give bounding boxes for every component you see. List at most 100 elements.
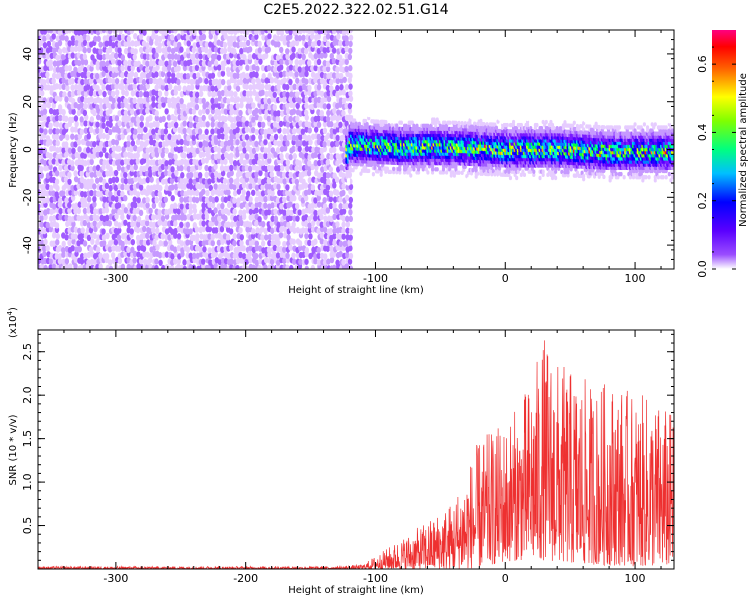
spectrogram-cell xyxy=(145,176,151,184)
spectrogram-cell xyxy=(174,169,179,177)
spectrogram-cell xyxy=(201,30,206,34)
spectrogram-cell xyxy=(99,79,104,86)
spectrogram-cell xyxy=(210,97,215,105)
spectrogram-cell xyxy=(120,263,126,269)
spectrogram-cell xyxy=(129,77,134,84)
spectrogram-cell xyxy=(216,239,222,246)
spectrogram-cell xyxy=(61,246,66,254)
spectrogram-cell xyxy=(83,160,88,167)
spectrogram-cell xyxy=(185,221,191,228)
spectrogram-cell xyxy=(98,48,103,55)
spectrogram-cell xyxy=(257,78,262,86)
spectrogram-cell xyxy=(154,213,160,221)
spectrogram-cell xyxy=(348,202,353,209)
spectrogram-cell xyxy=(185,246,191,253)
spectrogram-cell xyxy=(242,35,248,42)
spectrogram-cell xyxy=(157,252,163,259)
spectrogram-cell xyxy=(142,30,147,36)
spectrogram-cell xyxy=(276,41,281,48)
spectrogram-cell xyxy=(118,30,123,35)
spectrogram-cell xyxy=(173,121,179,129)
spectrogram-cell xyxy=(182,152,187,159)
spectrogram-cell xyxy=(163,96,169,104)
spectrogram-cell xyxy=(129,189,134,196)
spectrogram-cell xyxy=(144,66,150,73)
spectrogram-cell xyxy=(371,172,375,177)
spectrogram-cell xyxy=(497,116,502,121)
spectrogram-cell xyxy=(254,259,259,266)
spectrogram-cell xyxy=(245,72,250,80)
spectrogram-cell xyxy=(279,134,284,141)
spectrogram-cell xyxy=(217,109,222,117)
spectrogram-cell xyxy=(303,48,309,55)
spectrogram-cell xyxy=(123,151,128,158)
spectrogram-cell xyxy=(177,84,182,92)
spectrogram-cell xyxy=(179,72,184,80)
spectrogram-cell xyxy=(79,170,84,177)
spectrogram-cell xyxy=(42,184,47,191)
spectrogram-cell xyxy=(138,33,144,40)
spectrogram-cell xyxy=(126,134,132,142)
chart-title: C2E5.2022.322.02.51.G14 xyxy=(263,2,448,18)
spectrogram-cell xyxy=(182,214,188,221)
spectrogram-cell xyxy=(82,240,88,247)
spectrogram-cell xyxy=(161,101,166,108)
spectrogram-cell xyxy=(201,258,206,265)
spectrogram-cell xyxy=(83,90,89,98)
spectrogram-cell xyxy=(45,77,51,84)
spectrogram-cell xyxy=(213,227,219,234)
spectrogram-cell xyxy=(202,246,207,253)
spectrogram-cell xyxy=(51,203,57,210)
spectrogram-cell xyxy=(180,158,185,166)
spectrogram-cell xyxy=(39,39,44,46)
spectrogram-cell xyxy=(254,171,259,178)
spectrogram-cell xyxy=(95,60,100,67)
spectrogram-cell xyxy=(142,239,148,247)
spectrogram-cell xyxy=(307,84,312,92)
spectrogram-cell xyxy=(313,209,318,217)
spectrogram-cell xyxy=(120,33,126,41)
spectrogram-cell xyxy=(113,220,119,227)
spectrogram-cell xyxy=(173,227,178,235)
spectrogram-cell xyxy=(160,215,166,222)
spectrogram-cell xyxy=(183,51,188,59)
spectrogram-cell xyxy=(67,90,72,98)
spectrogram-cell xyxy=(272,104,277,111)
spectrogram-cell xyxy=(133,145,138,152)
spectrogram-cell xyxy=(71,238,76,245)
spectrogram-cell xyxy=(325,172,331,179)
spectrogram-cell xyxy=(269,135,275,142)
spectrogram-cell xyxy=(341,233,346,240)
spectrogram-cell xyxy=(67,184,72,191)
spectrogram-cell xyxy=(77,227,82,235)
spectrogram-cell xyxy=(294,202,300,210)
spectrogram-cell xyxy=(151,60,156,67)
spectrogram-cell xyxy=(179,240,185,247)
spectrogram-cell xyxy=(164,147,169,154)
spectrogram-cell xyxy=(79,215,84,222)
spectrogram-cell xyxy=(182,259,187,266)
spectrogram-cell xyxy=(176,263,181,269)
spectrogram-cell xyxy=(176,54,181,61)
spectrogram-cell xyxy=(269,258,275,265)
spectrogram-cell xyxy=(144,139,150,146)
spectrogram-cell xyxy=(92,258,98,265)
spectrogram-cell xyxy=(39,138,44,146)
spectrogram-cell xyxy=(154,110,159,117)
spectrogram-cell xyxy=(80,227,85,234)
spectrogram-cell xyxy=(204,77,209,85)
spectrogram-cell xyxy=(248,90,253,97)
spectrogram-cell xyxy=(96,35,101,43)
spectrogram-cell xyxy=(214,196,219,203)
spectrogram-cell xyxy=(248,256,253,264)
spectrogram-cell xyxy=(107,30,113,35)
spectrogram-cell xyxy=(332,213,337,221)
spectrogram-cell xyxy=(170,184,175,191)
spectrogram-cell xyxy=(188,183,194,190)
spectrogram-cell xyxy=(170,53,175,60)
spectrogram-cell xyxy=(42,147,47,154)
spectrogram-cell xyxy=(457,170,461,175)
spectrogram-cell xyxy=(164,184,169,191)
spectrogram-cell xyxy=(133,176,138,183)
spectrogram-cell xyxy=(185,47,191,54)
